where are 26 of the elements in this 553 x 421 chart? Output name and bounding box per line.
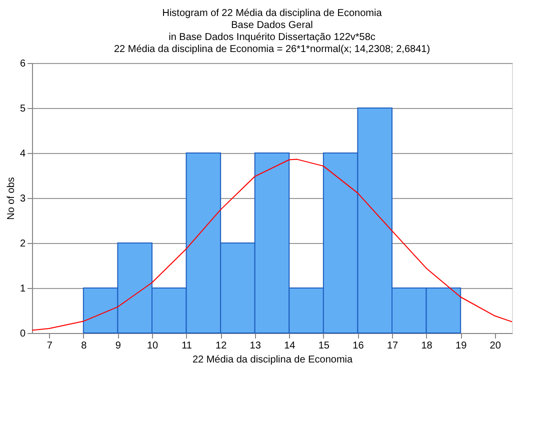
y-tick-label: 1: [20, 284, 26, 294]
x-tick-label: 18: [421, 340, 433, 352]
x-tick-label: 20: [490, 340, 502, 352]
y-axis-title: No of obs: [6, 177, 17, 220]
x-tick-label: 15: [318, 340, 330, 352]
x-tick-label: 9: [115, 340, 122, 352]
x-tick-label: 7: [46, 340, 53, 352]
y-tick-label: 4: [20, 148, 26, 160]
x-tick-label: 17: [386, 340, 398, 352]
x-axis-title: 22 Média da disciplina de Economia: [192, 354, 353, 366]
x-tick-label: 10: [146, 340, 158, 352]
y-tick-label: 5: [20, 104, 26, 114]
y-tick-label: 6: [20, 58, 26, 70]
chart-subtitle: Base Dados Geral in Base Dados Inquérito Dissertação 122v*58c 22 Média da disciplina de Economia = 26*1*normal(x; 14,2308; 2,6841): [114, 20, 430, 55]
x-tick-label: 8: [81, 340, 88, 352]
y-tick-label: 2: [20, 238, 26, 250]
x-tick-label: 14: [284, 340, 296, 352]
y-tick-label: 0: [20, 328, 26, 340]
x-tick-label: 19: [456, 340, 468, 352]
x-tick-label: 12: [216, 340, 228, 352]
line-series: [32, 158, 512, 331]
x-tick-label: 16: [352, 340, 364, 352]
x-tick-label: 11: [182, 340, 192, 352]
x-tick-label: 13: [250, 340, 262, 352]
chart-title: Histogram of 22 Média da disciplina de Economia: [162, 8, 382, 19]
y-tick-label: 3: [20, 194, 26, 204]
